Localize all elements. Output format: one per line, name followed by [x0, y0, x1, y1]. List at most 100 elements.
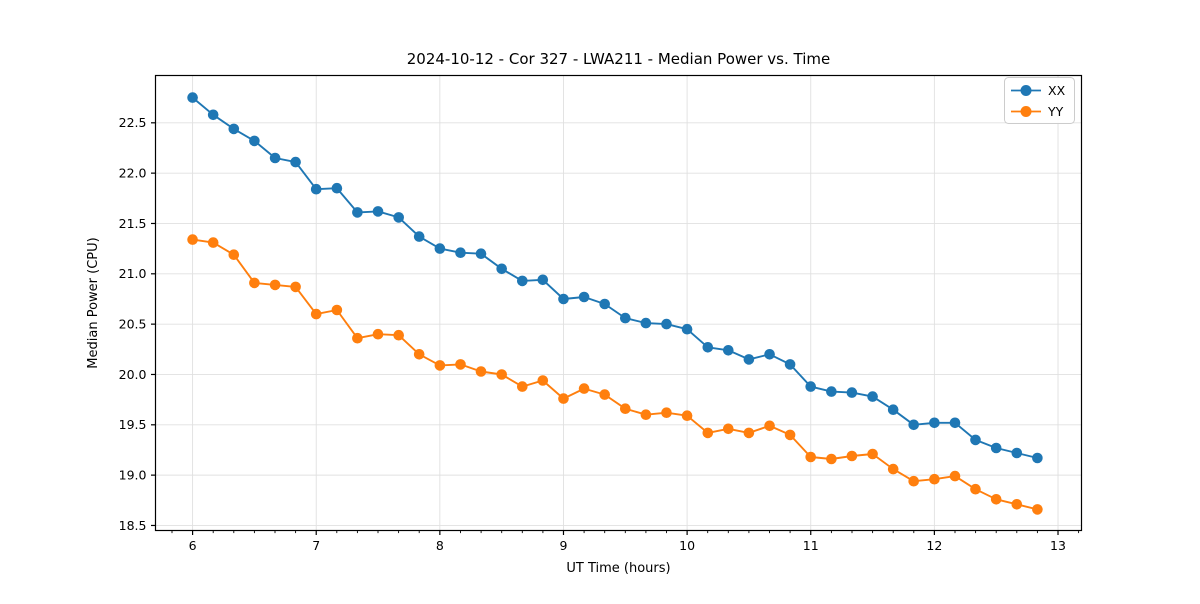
data-point	[207, 109, 219, 121]
series-layer	[187, 92, 1043, 515]
legend-marker-yy	[1020, 106, 1032, 117]
data-point	[517, 381, 528, 392]
x-tick-label: 10	[679, 538, 695, 553]
y-tick-label: 20.5	[119, 316, 147, 331]
data-point	[455, 247, 466, 258]
data-point	[784, 359, 796, 370]
data-point	[187, 92, 198, 103]
data-point	[805, 451, 816, 463]
data-point	[537, 274, 549, 286]
data-point	[455, 359, 466, 370]
legend-item-yy: YY	[1011, 104, 1064, 119]
y-tick-label: 18.5	[119, 518, 147, 533]
data-point	[537, 375, 549, 386]
data-point	[475, 366, 487, 377]
data-point	[702, 427, 714, 439]
x-tick-label: 12	[926, 538, 942, 553]
data-point	[846, 387, 858, 398]
legend-item-xx: XX	[1011, 83, 1066, 98]
data-point	[558, 293, 569, 305]
data-point	[269, 152, 281, 164]
data-point	[661, 318, 672, 330]
y-tick-label: 22.5	[119, 115, 147, 130]
data-point	[290, 281, 301, 293]
data-point	[887, 404, 899, 416]
data-point	[620, 403, 631, 415]
series-yy	[187, 234, 1043, 515]
x-tick-label: 6	[189, 538, 197, 553]
data-point	[640, 317, 652, 329]
legend-label-yy: YY	[1047, 104, 1064, 119]
data-point	[929, 473, 940, 485]
y-tick-label: 21.5	[119, 216, 147, 231]
data-point	[949, 417, 961, 429]
data-point	[475, 248, 487, 259]
data-point	[970, 434, 981, 446]
data-point	[331, 182, 343, 194]
data-point	[372, 206, 384, 217]
data-point	[578, 383, 590, 394]
data-point	[496, 369, 508, 380]
data-point	[352, 332, 363, 344]
data-point	[207, 237, 219, 248]
x-tick-label: 8	[436, 538, 444, 553]
series-xx	[187, 92, 1043, 464]
data-point	[249, 135, 260, 147]
y-tick-label: 21.0	[119, 266, 147, 281]
y-tick-label: 20.0	[119, 367, 147, 382]
data-point	[620, 312, 631, 324]
data-point	[764, 349, 775, 360]
plot-area	[155, 75, 1082, 531]
data-point	[743, 354, 755, 365]
data-point	[310, 183, 322, 195]
data-point	[723, 345, 734, 356]
data-point	[434, 243, 446, 254]
data-point	[1011, 499, 1023, 510]
data-point	[1032, 452, 1043, 464]
data-point	[331, 304, 343, 316]
data-point	[558, 393, 569, 404]
legend-label-xx: XX	[1048, 83, 1066, 98]
grid-layer	[155, 75, 1082, 531]
x-tick-label: 11	[803, 538, 819, 553]
x-axis-label: UT Time (hours)	[566, 561, 670, 576]
data-point	[949, 470, 961, 482]
data-point	[413, 349, 425, 360]
data-point	[599, 298, 610, 310]
tick-layer: 6 7 8 9 10 11 12 13 18.5 19.0 19.5 20.0 20.5 21.0 21.5…	[119, 115, 1080, 553]
chart-title: 2024-10-12 - Cor 327 - LWA211 - Median P…	[407, 50, 831, 68]
data-point	[434, 360, 446, 371]
data-point	[743, 427, 755, 439]
y-axis-label: Median Power (CPU)	[86, 237, 101, 368]
data-point	[826, 386, 837, 397]
data-point	[310, 308, 322, 320]
legend-marker-xx	[1020, 85, 1032, 96]
data-point	[805, 381, 816, 392]
data-point	[826, 453, 837, 465]
data-point	[990, 442, 1002, 454]
x-tick-label: 13	[1050, 538, 1066, 553]
x-tick-label: 9	[560, 538, 568, 553]
axes-layer	[154, 74, 1083, 532]
data-point	[269, 279, 281, 291]
data-point	[867, 391, 878, 402]
data-point	[578, 291, 590, 303]
data-point	[372, 328, 384, 340]
data-point	[908, 475, 919, 487]
data-point	[681, 410, 693, 422]
data-point	[228, 249, 240, 260]
data-point	[908, 419, 919, 431]
data-point	[352, 207, 363, 218]
y-tick-label: 19.0	[119, 467, 147, 482]
data-point	[290, 156, 301, 168]
data-point	[702, 342, 714, 353]
data-point	[784, 429, 796, 441]
data-point	[723, 423, 734, 435]
data-point	[1032, 504, 1043, 515]
data-point	[929, 417, 940, 429]
data-point	[1011, 447, 1023, 459]
data-point	[413, 231, 425, 242]
data-point	[846, 450, 858, 462]
